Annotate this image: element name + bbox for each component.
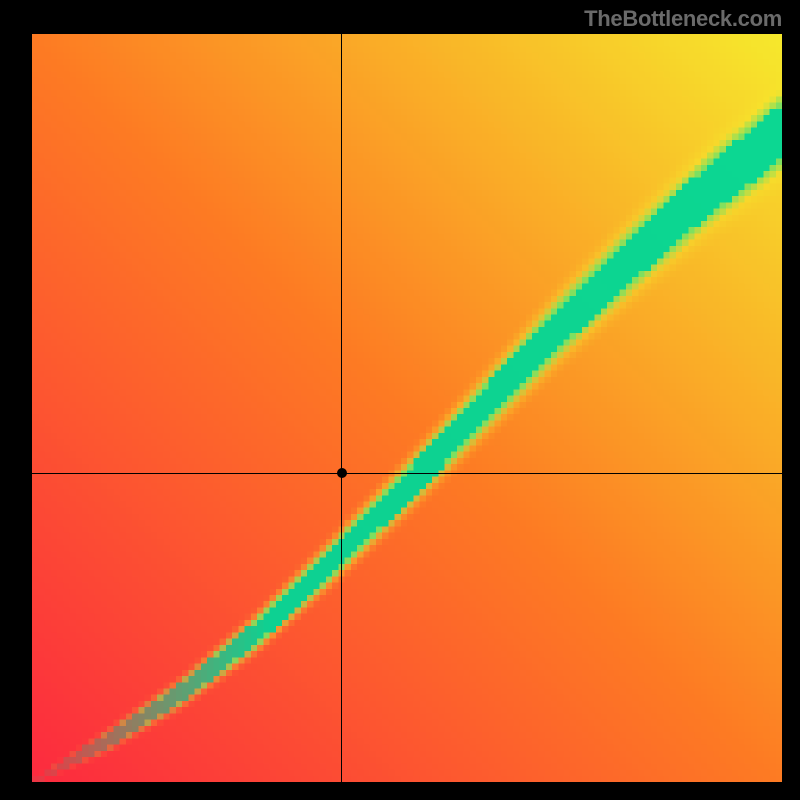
- crosshair-horizontal: [32, 473, 782, 474]
- watermark-text: TheBottleneck.com: [584, 6, 782, 32]
- heatmap-canvas: [32, 34, 782, 782]
- crosshair-vertical: [341, 34, 342, 782]
- chart-container: TheBottleneck.com: [0, 0, 800, 800]
- crosshair-marker: [337, 468, 347, 478]
- heatmap-plot: [32, 34, 782, 782]
